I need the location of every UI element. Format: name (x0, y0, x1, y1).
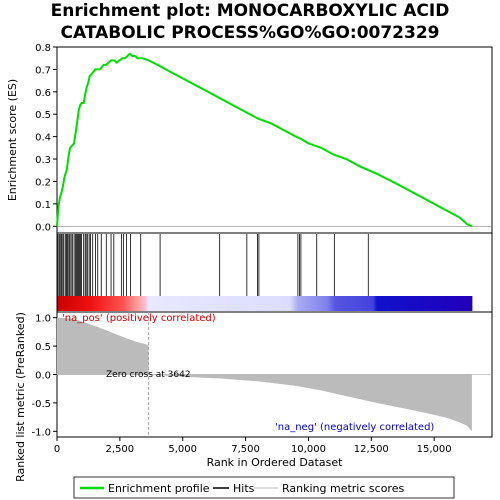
zero-cross-label: Zero cross at 3642 (106, 370, 191, 380)
es-y-axis-label: Enrichment score (ES) (6, 79, 19, 201)
es-y-tick-label: 0.0 (35, 222, 51, 233)
es-y-tick-label: 0.6 (35, 88, 51, 99)
chart-title-line-2: CATABOLIC PROCESS%GO%GO:0072329 (60, 23, 440, 43)
legend-label: Hits (233, 482, 255, 495)
hits-panel (56, 232, 493, 313)
es-y-tick-label: 0.3 (35, 155, 51, 166)
x-tick-label: 5,000 (168, 444, 197, 455)
es-y-tick-label: 0.5 (35, 110, 51, 121)
legend: Enrichment profile Hits Ranking metric sco… (73, 476, 455, 499)
es-y-tick-label: 0.4 (35, 133, 51, 144)
x-axis-label: Rank in Ordered Dataset (207, 456, 344, 469)
legend-label: Enrichment profile (108, 482, 210, 495)
x-tick-label: 2,500 (106, 444, 135, 455)
ranked-y-tick-label: 0.0 (35, 371, 51, 382)
ranked-y-tick-label: -0.5 (31, 399, 51, 410)
positive-correlation-label: 'na_pos' (positively correlated) (62, 313, 216, 324)
es-y-tick-label: 0.1 (35, 200, 51, 211)
es-y-tick-label: 0.7 (35, 65, 51, 76)
rank-color-bar (57, 296, 473, 311)
es-y-tick-label: 0.8 (35, 43, 51, 54)
es-y-tick-label: 0.2 (35, 177, 51, 188)
x-tick-label: 12,500 (354, 444, 389, 455)
ranked-y-tick-label: 1.0 (35, 314, 51, 325)
negative-correlation-label: 'na_neg' (negatively correlated) (275, 422, 434, 433)
enrichment-profile-line (56, 52, 473, 228)
legend-label: Ranking metric scores (282, 482, 404, 495)
x-tick-label: 7,500 (231, 444, 260, 455)
ranked-metric-panel: 1.0 0.5 0.0 -0.5 -1.0 'na_pos' (positively co… (14, 311, 493, 482)
ranked-y-tick-label: 0.5 (35, 342, 51, 353)
chart-title: Enrichment plot: MONOCARBOXYLIC ACID CAT… (0, 0, 500, 44)
x-tick-label: 0 (54, 444, 60, 455)
x-axis: 0 2,500 5,000 7,500 10,000 12,500 15,000 Rank i… (54, 437, 452, 469)
chart-title-line-1: Enrichment plot: MONOCARBOXYLIC ACID (50, 1, 450, 21)
ranked-y-tick-label: -1.0 (31, 427, 51, 438)
es-plot-frame (56, 46, 493, 234)
es-panel: 0.0 0.1 0.2 0.3 0.4 0.5 0.6 0.7 0.8 Enrichment sc… (6, 43, 493, 234)
ranked-y-axis-label: Ranked list metric (PreRanked) (14, 312, 27, 482)
x-tick-label: 15,000 (417, 444, 452, 455)
x-tick-label: 10,000 (291, 444, 326, 455)
